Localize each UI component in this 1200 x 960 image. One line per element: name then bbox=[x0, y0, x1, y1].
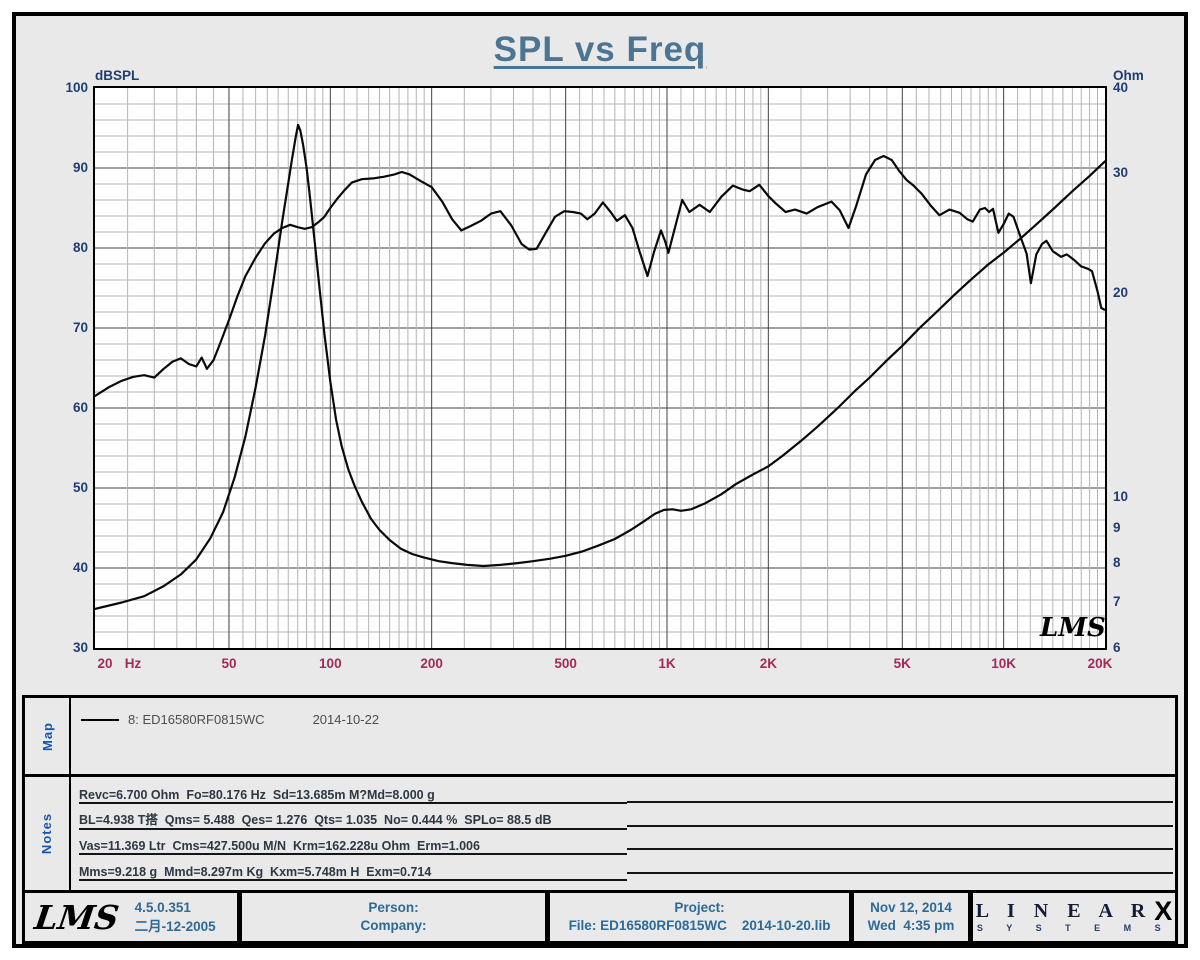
notes-line-1: Revc=6.700 Ohm Fo=80.176 Hz Sd=13.685m M… bbox=[79, 783, 627, 804]
report-frame: SPL vs Freq dBSPL Ohm LMS 100 90 80 70 60 50 4… bbox=[12, 12, 1188, 948]
left-tick-60: 60 bbox=[72, 400, 88, 415]
freq-tick-20K: 20K bbox=[1087, 656, 1113, 671]
right-tick-6: 6 bbox=[1113, 640, 1121, 655]
notes-panel: Notes Revc=6.700 Ohm Fo=80.176 Hz Sd=13.… bbox=[22, 774, 1178, 893]
map-panel-label: Map bbox=[25, 698, 71, 774]
right-tick-7: 7 bbox=[1113, 594, 1121, 610]
right-tick-40: 40 bbox=[1113, 80, 1129, 95]
left-tick-80: 80 bbox=[72, 240, 88, 255]
notes-line-3: Vas=11.369 Ltr Cms=427.500u M/N Krm=162.… bbox=[79, 834, 627, 855]
left-tick-90: 90 bbox=[72, 160, 88, 175]
lms-watermark: LMS bbox=[1039, 613, 1106, 643]
freq-tick-50: 50 bbox=[221, 656, 237, 671]
legend-item: 8: ED16580RF0815WC 2014-10-22 bbox=[81, 712, 379, 727]
app-version-date: 二月-12-2005 bbox=[134, 919, 216, 934]
page-title-text: SPL vs Freq bbox=[493, 30, 707, 69]
notes-empty-rule-2 bbox=[627, 824, 1173, 827]
notes-panel-content: Revc=6.700 Ohm Fo=80.176 Hz Sd=13.685m M… bbox=[71, 777, 1175, 890]
map-panel-content: 8: ED16580RF0815WC 2014-10-22 bbox=[71, 698, 1175, 774]
legend-curve-name: 8: ED16580RF0815WC bbox=[128, 712, 265, 727]
notes-panel-label: Notes bbox=[25, 777, 71, 890]
left-tick-40: 40 bbox=[72, 560, 88, 575]
freq-tick-500: 500 bbox=[554, 656, 577, 671]
legend-curve-date: 2014-10-22 bbox=[312, 712, 380, 727]
linearx-systems-logo: L I N E A R X S Y S T E M S bbox=[975, 896, 1173, 934]
right-tick-30: 30 bbox=[1113, 164, 1129, 180]
brand-systems-text: S Y S T E M S bbox=[976, 923, 1172, 933]
left-tick-30: 30 bbox=[72, 640, 88, 655]
project-label: Project: bbox=[674, 900, 725, 915]
freq-tick-5K: 5K bbox=[893, 656, 911, 671]
left-tick-70: 70 bbox=[72, 320, 88, 335]
left-tick-50: 50 bbox=[72, 480, 88, 495]
lms-logo: LMS bbox=[32, 897, 122, 937]
right-tick-10: 10 bbox=[1113, 489, 1129, 505]
footer-app-cell: LMS 4.5.0.351 二月-12-2005 bbox=[25, 893, 237, 941]
freq-tick-2K: 2K bbox=[759, 656, 777, 671]
freq-unit-label: Hz bbox=[124, 656, 142, 671]
footer-datetime-cell: Nov 12, 2014 Wed 4:35 pm bbox=[854, 893, 968, 941]
footer-date: Nov 12, 2014 bbox=[870, 900, 952, 915]
footer-time: Wed 4:35 pm bbox=[867, 918, 955, 933]
freq-tick-200: 200 bbox=[420, 656, 443, 671]
legend-curve-sample bbox=[81, 718, 119, 721]
freq-tick-100: 100 bbox=[319, 656, 342, 671]
right-tick-20: 20 bbox=[1113, 284, 1129, 300]
page-title: SPL vs Freq bbox=[16, 30, 1184, 70]
notes-empty-rule-4 bbox=[627, 871, 1173, 874]
footer-bar: LMS 4.5.0.351 二月-12-2005 Person: Company… bbox=[22, 890, 1178, 944]
brand-linear-text: L I N E A R bbox=[975, 900, 1153, 922]
right-tick-9: 9 bbox=[1113, 520, 1121, 536]
notes-empty-rule-3 bbox=[627, 848, 1173, 850]
notes-line-2: BL=4.938 T搭 Qms= 5.488 Qes= 1.276 Qts= 1… bbox=[79, 809, 627, 830]
left-axis-caption: dBSPL bbox=[95, 68, 140, 83]
freq-tick-20: 20 bbox=[97, 656, 113, 671]
app-version: 4.5.0.351 bbox=[134, 900, 191, 915]
notes-line-4: Mms=9.218 g Mmd=8.297m Kg Kxm=5.748m H E… bbox=[79, 860, 627, 881]
freq-tick-1K: 1K bbox=[658, 656, 676, 671]
footer-brand-cell: L I N E A R X S Y S T E M S bbox=[973, 893, 1175, 941]
right-axis-caption: Ohm bbox=[1113, 68, 1144, 83]
file-label: File: ED16580RF0815WC 2014-10-20.lib bbox=[568, 918, 831, 933]
footer-person-cell: Person: Company: bbox=[242, 893, 545, 941]
spl-vs-freq-plot: LMS bbox=[93, 86, 1107, 650]
person-label: Person: bbox=[368, 900, 419, 915]
freq-tick-10K: 10K bbox=[991, 656, 1017, 671]
brand-x-mark: X bbox=[1154, 896, 1173, 926]
company-label: Company: bbox=[360, 918, 427, 933]
footer-project-cell: Project: File: ED16580RF0815WC 2014-10-2… bbox=[550, 893, 849, 941]
right-tick-8: 8 bbox=[1113, 555, 1121, 571]
left-tick-100: 100 bbox=[65, 80, 88, 95]
map-panel: Map 8: ED16580RF0815WC 2014-10-22 bbox=[22, 695, 1178, 777]
notes-empty-rule-1 bbox=[627, 801, 1173, 803]
